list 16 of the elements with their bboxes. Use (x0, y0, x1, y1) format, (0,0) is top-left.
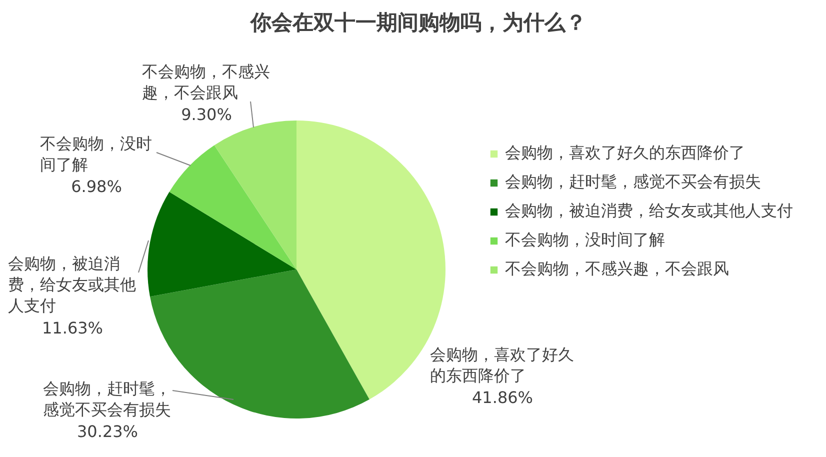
legend-label: 会购物，喜欢了好久的东西降价了 (505, 143, 745, 164)
data-label: 6.98% (71, 177, 122, 196)
slice-label: 不会购物，不感兴趣，不会跟风 (142, 62, 270, 104)
legend-label: 会购物，被迫消费，给女友或其他人支付 (505, 201, 793, 222)
legend-label: 不会购物，没时间了解 (505, 230, 665, 251)
slice-label: 不会购物，没时间了解 (40, 134, 152, 176)
chart-title: 你会在双十一期间购物吗，为什么？ (250, 10, 586, 34)
legend-label: 会购物，赶时髦，感觉不买会有损失 (505, 172, 761, 193)
data-label: 9.30% (181, 105, 232, 124)
slice-label: 会购物，喜欢了好久的东西降价了 (430, 346, 574, 386)
legend-label: 不会购物，不感兴趣，不会跟风 (505, 259, 729, 280)
data-label: 30.23% (76, 422, 138, 441)
slice-label: 会购物，赶时髦，感觉不买会有损失 (43, 380, 171, 420)
slice-label: 会购物，被迫消费，给女友或其他人支付 (8, 254, 136, 317)
data-label: 41.86% (472, 388, 534, 407)
data-label: 11.63% (42, 318, 104, 338)
